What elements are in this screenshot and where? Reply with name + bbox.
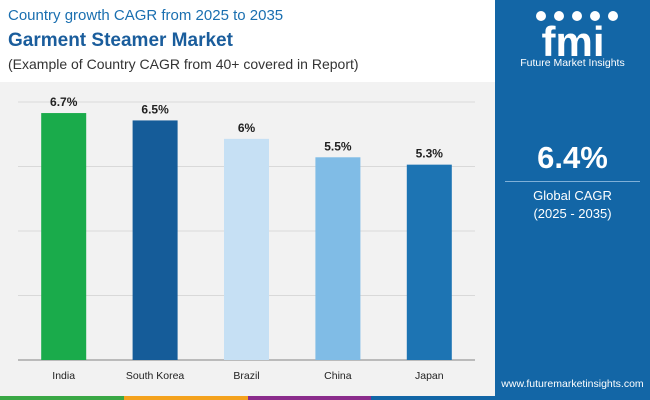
data-label: 5.3% [416,147,444,161]
strip-green [0,396,124,400]
data-label: 6.7% [50,95,78,109]
bar-chart: 6.7% India 6.5% South Korea 6% Brazil 5.5% Chin… [18,95,475,382]
x-tick-label: Brazil [233,370,259,382]
bar-japan [406,164,452,360]
data-label: 6.5% [141,102,169,116]
x-tick-label: India [52,370,75,382]
strip-purple [247,396,372,400]
x-tick-label: South Korea [126,370,185,382]
global-cagr-value: 6.4% [537,140,608,175]
global-cagr-label: Global CAGR [533,188,612,203]
data-label: 5.5% [324,139,352,153]
chart-subtitle: Country growth CAGR from 2025 to 2035 [8,7,284,24]
chart-title: Garment Steamer Market [8,30,233,51]
sidebar-panel: fmi Future Market Insights 6.4% Global C… [495,0,650,400]
brand-name: Future Market Insights [520,57,625,69]
chart-note: (Example of Country CAGR from 40+ covere… [8,56,359,72]
bar-china [315,157,361,360]
header: Country growth CAGR from 2025 to 2035 Ga… [0,0,495,82]
strip-orange [123,396,248,400]
global-cagr-period: (2025 - 2035) [533,206,612,221]
x-tick-label: Japan [415,370,444,382]
strip-blue [371,396,495,400]
bar-india [41,113,87,360]
divider [505,181,640,182]
chart-area: 6.7% India 6.5% South Korea 6% Brazil 5.5% Chin… [0,82,495,400]
bar-brazil [224,138,269,360]
bar-south-korea [132,120,178,360]
footer-color-strip [0,396,495,400]
logo-text: fmi [542,18,605,65]
data-label: 6% [238,121,256,135]
x-tick-label: China [324,370,352,382]
website-link[interactable]: www.futuremarketinsights.com [501,378,644,390]
fmi-logo-icon: fmi [536,11,618,65]
